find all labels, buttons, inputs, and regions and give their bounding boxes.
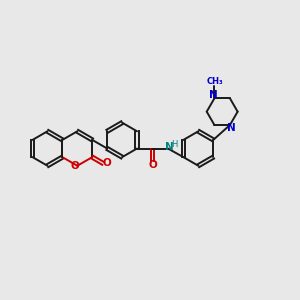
Text: O: O (103, 158, 111, 168)
Text: O: O (70, 161, 79, 171)
Text: H: H (171, 140, 178, 149)
Text: N: N (165, 142, 174, 152)
Text: CH₃: CH₃ (206, 77, 223, 86)
Text: N: N (227, 123, 236, 133)
Text: O: O (148, 160, 157, 170)
Text: N: N (209, 90, 218, 100)
